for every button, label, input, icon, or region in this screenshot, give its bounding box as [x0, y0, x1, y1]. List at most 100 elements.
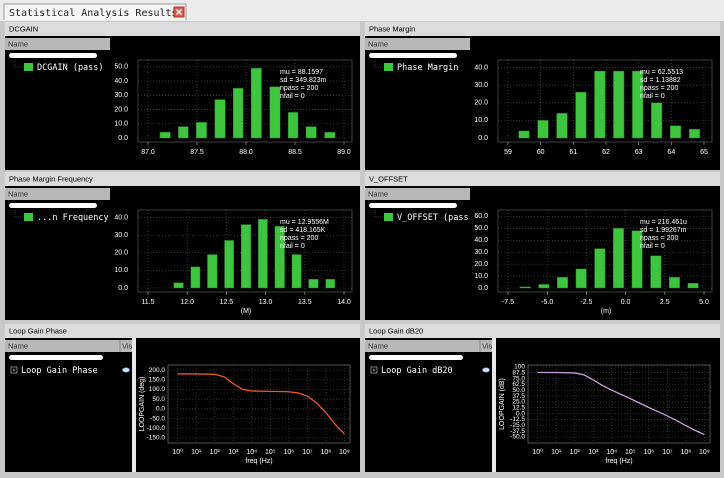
search-field[interactable] — [369, 53, 457, 58]
bar — [631, 230, 643, 289]
x-tick-label: 10⁸ — [321, 449, 332, 456]
stat-annotation: mu = 62.5513 — [640, 69, 683, 76]
bar — [173, 282, 184, 289]
expand-box[interactable] — [370, 366, 378, 374]
tree-item[interactable]: Loop Gain dB20 — [381, 366, 453, 376]
visibility-icon[interactable] — [482, 367, 490, 373]
panel: V_OFFSET Name V_OFFSET (pass 0.0 10.0 20.0 30.… — [365, 172, 720, 320]
search-field[interactable] — [369, 203, 457, 208]
panel-title: Loop Gain Phase — [9, 326, 67, 335]
plot-frame — [167, 364, 351, 444]
column-header[interactable] — [365, 38, 470, 50]
bar — [613, 70, 625, 139]
x-tick-label: 10² — [210, 449, 221, 456]
tab-close[interactable] — [173, 6, 185, 18]
x-tick-label: 10⁰ — [532, 448, 543, 456]
x-tick-label: 10⁰ — [172, 448, 183, 456]
stat-annotation: sd = 349.823m — [280, 77, 327, 84]
y-tick-label: 40.0 — [474, 64, 488, 71]
x-axis-label: freq (Hz) — [245, 458, 272, 465]
bar — [258, 219, 268, 289]
stat-annotation: mu = 216.461u — [640, 219, 687, 226]
item-swatch — [24, 213, 33, 221]
column-header-label: Name — [8, 341, 28, 350]
x-tick-label: 88.5 — [288, 149, 302, 156]
x-tick-label: 13.0 — [259, 299, 273, 306]
y-tick-label: -25.0 — [510, 422, 525, 429]
bar — [670, 125, 682, 139]
bar — [689, 128, 701, 139]
bar — [269, 86, 281, 139]
panel-title: DCGAIN — [9, 24, 38, 33]
y-axis-label: LOOPGAIN (dB) — [499, 378, 506, 430]
x-tick-label: 12.0 — [180, 299, 194, 306]
x-tick-label: 13.5 — [298, 299, 312, 306]
x-tick-label: 10⁴ — [606, 449, 617, 456]
x-tick-label: 10⁶ — [284, 449, 295, 456]
bar — [556, 113, 568, 139]
x-tick-label: 2.5 — [660, 299, 670, 306]
tree-connector — [374, 210, 383, 218]
column-header-label: Vis — [482, 341, 493, 350]
panel: Loop Gain Phase Name Vis Loop Gain Phase 200… — [5, 324, 360, 472]
y-tick-label: 0.0 — [156, 406, 165, 413]
y-tick-label: -50.0 — [510, 434, 525, 441]
visibility-icon[interactable] — [122, 367, 130, 373]
panel-title: Phase Margin — [369, 24, 415, 33]
column-header-label: Name — [368, 39, 388, 48]
y-tick-label: 100.0 — [149, 386, 166, 393]
x-tick-label: 10³ — [588, 449, 599, 456]
plot-frame — [497, 59, 713, 143]
y-tick-label: -100.0 — [147, 425, 166, 432]
x-tick-label: -2.5 — [580, 299, 592, 306]
y-tick-label: 30.0 — [114, 92, 128, 99]
stat-annotation: sd = 1.13882 — [640, 77, 681, 84]
expand-box[interactable] — [10, 366, 18, 374]
tab[interactable] — [3, 3, 187, 20]
stat-annotation: sd = 418.165K — [280, 227, 326, 234]
column-header[interactable] — [5, 188, 110, 200]
y-tick-label: 0.0 — [516, 410, 525, 417]
tree-item[interactable]: DCGAIN (pass) — [37, 63, 104, 73]
plot-frame — [137, 209, 353, 293]
tree-item[interactable]: Loop Gain Phase — [21, 366, 98, 376]
tree-item[interactable]: ...n Frequency — [37, 213, 109, 223]
bar — [325, 278, 336, 289]
y-tick-label: 12.5 — [512, 404, 525, 411]
x-tick-label: -5.0 — [541, 299, 553, 306]
bar — [632, 70, 644, 139]
tree-connector — [374, 60, 383, 68]
y-tick-label: 50.0 — [152, 396, 165, 403]
bar — [190, 266, 201, 289]
bar — [650, 255, 662, 289]
bar — [537, 120, 549, 139]
stat-annotation: npass = 200 — [280, 85, 318, 92]
column-header[interactable] — [5, 340, 132, 352]
column-header-label: Name — [8, 39, 28, 48]
column-header[interactable] — [365, 188, 470, 200]
tree-item[interactable]: V_OFFSET (pass — [397, 213, 469, 223]
x-tick-label: 5.0 — [699, 299, 709, 306]
y-tick-label: 20.0 — [474, 100, 488, 107]
x-tick-label: 10⁷ — [662, 449, 673, 456]
panel-title: Phase Margin Frequency — [9, 174, 93, 183]
series-line — [537, 371, 705, 436]
stat-annotation: nfail = 0 — [280, 243, 305, 250]
bar — [575, 91, 587, 139]
y-tick-label: 30.0 — [474, 82, 488, 89]
x-tick-label: 14.0 — [337, 299, 351, 306]
tree-item[interactable]: Phase Margin — [397, 63, 458, 73]
search-field[interactable] — [9, 355, 103, 360]
y-tick-label: -150.0 — [147, 435, 166, 442]
search-field[interactable] — [9, 53, 97, 58]
search-field[interactable] — [9, 203, 97, 208]
column-header-label: Name — [8, 189, 28, 198]
x-tick-label: 10⁹ — [699, 449, 710, 456]
search-field[interactable] — [369, 355, 463, 360]
y-tick-label: -37.5 — [510, 428, 525, 435]
stat-annotation: npass = 200 — [640, 235, 678, 242]
column-header[interactable] — [5, 38, 110, 50]
y-tick-label: 20.0 — [114, 250, 128, 257]
column-header[interactable] — [365, 340, 492, 352]
